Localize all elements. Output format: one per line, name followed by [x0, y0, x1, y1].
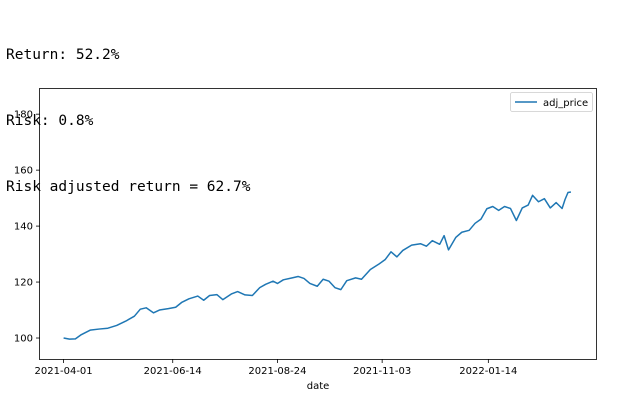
risk-text: Risk: 0.8%	[6, 113, 94, 129]
legend-label: adj_price	[543, 98, 588, 109]
plot-frame	[39, 88, 597, 360]
x-tick-label: 2022-01-14	[459, 366, 517, 377]
x-tick-label: 2021-08-24	[248, 366, 306, 377]
y-tick-label: 120	[14, 278, 33, 289]
y-axis: 100 120 140 160 180	[14, 110, 40, 345]
x-tick-label: 2021-11-03	[353, 366, 411, 377]
legend-box	[510, 92, 593, 112]
series-line-adj-price	[63, 191, 572, 340]
risk-adjusted-return-text: Risk adjusted return = 62.7%	[6, 179, 251, 195]
y-tick-label: 100	[14, 334, 33, 345]
cell-output-text: Return: 52.2% Risk: 0.8% Risk adjusted r…	[6, 0, 250, 220]
y-tick-label: 160	[14, 166, 33, 177]
x-tick-label: 2021-04-01	[35, 366, 93, 377]
x-tick-label: 2021-06-14	[144, 366, 202, 377]
x-axis-title: date	[307, 381, 330, 392]
y-tick-label: 180	[14, 110, 33, 121]
legend: adj_price	[510, 92, 593, 112]
return-text: Return: 52.2%	[6, 47, 120, 63]
x-axis: 2021-04-01 2021-06-14 2021-08-24 2021-11-03…	[35, 359, 517, 377]
y-tick-label: 140	[14, 222, 33, 233]
